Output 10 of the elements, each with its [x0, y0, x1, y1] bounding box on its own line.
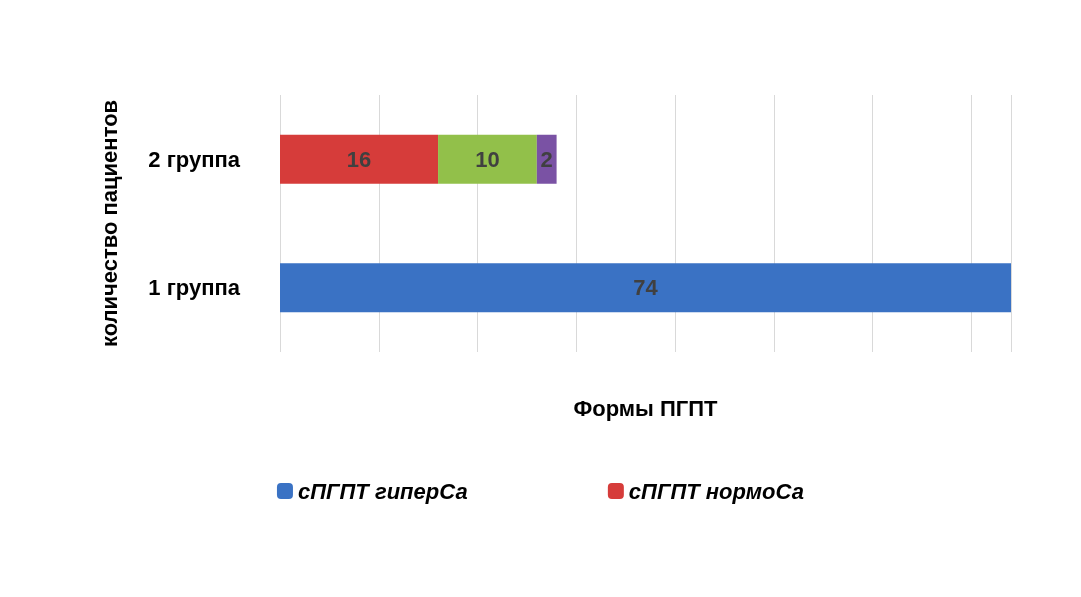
legend-label: сПГПТ гиперСа	[297, 478, 468, 504]
data-label: 16	[346, 146, 372, 172]
legend-label: сПГПТ нормоСа	[628, 478, 805, 504]
y-tick-label: 1 группа	[148, 275, 241, 301]
y-tick-label: 2 группа	[148, 146, 241, 172]
data-label: 2	[540, 146, 553, 172]
data-label: 74	[633, 275, 659, 301]
y-axis-title: количество пациентов	[96, 99, 122, 348]
x-axis-title: Формы ПГПТ	[573, 395, 719, 421]
data-label: 10	[475, 146, 500, 172]
